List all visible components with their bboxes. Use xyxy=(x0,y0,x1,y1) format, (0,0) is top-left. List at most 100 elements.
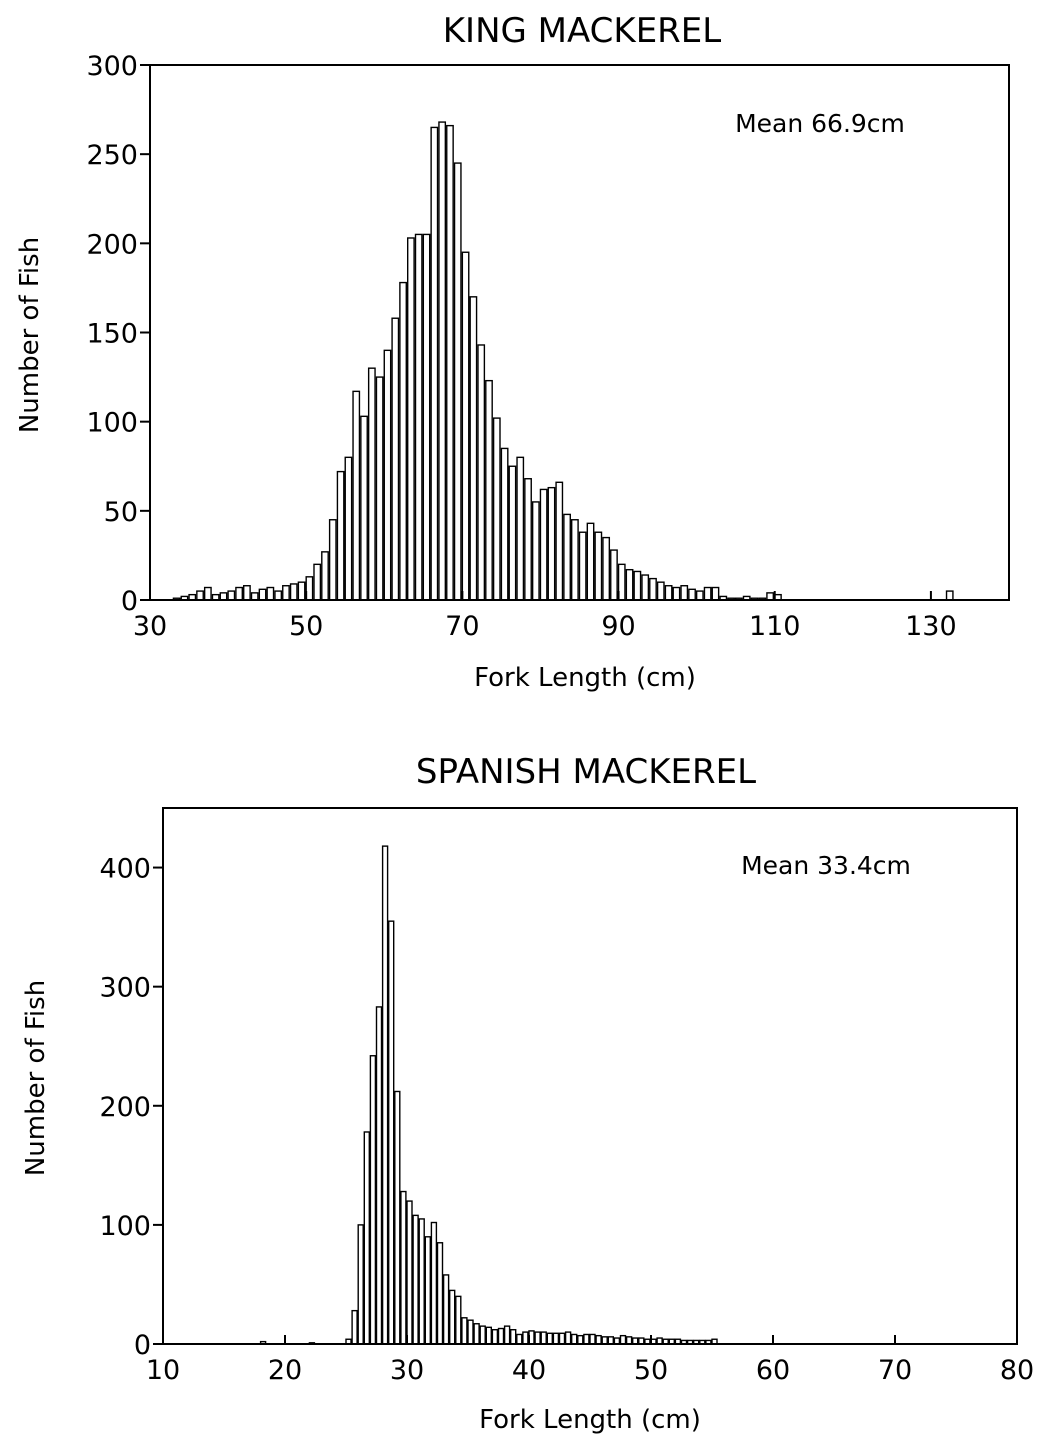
y-tick-label: 200 xyxy=(86,229,138,260)
histogram-bar xyxy=(688,588,696,601)
histogram-bar xyxy=(649,577,657,601)
histogram-bar xyxy=(467,1319,474,1345)
histogram-bar xyxy=(399,281,407,601)
spanish-mackerel-chart: SPANISH MACKEREL Mean 33.4cm Fork Length… xyxy=(21,752,1034,1435)
histogram-bar xyxy=(497,1327,505,1345)
x-tick-label: 90 xyxy=(601,611,635,642)
x-tick-label: 10 xyxy=(146,1355,180,1386)
histogram-bar xyxy=(235,586,243,601)
histogram-bar xyxy=(442,1274,450,1345)
histogram-bar xyxy=(422,233,431,601)
histogram-bar xyxy=(250,592,259,601)
x-tick-label: 20 xyxy=(268,1355,302,1386)
histogram-bar xyxy=(503,1325,511,1345)
y-tick-label: 250 xyxy=(86,140,138,171)
histogram-bar xyxy=(766,592,775,601)
y-tick-label: 200 xyxy=(99,1092,151,1123)
histogram-bar xyxy=(388,920,395,1345)
histogram-bar xyxy=(524,478,532,601)
chart-title: SPANISH MACKEREL xyxy=(416,752,756,792)
histogram-bar xyxy=(453,162,462,601)
histogram-bar xyxy=(522,1331,529,1345)
histogram-bar xyxy=(344,456,353,601)
histogram-bar xyxy=(430,126,439,601)
histogram-bar xyxy=(485,1326,492,1345)
histogram-bar xyxy=(407,237,415,601)
y-axis-label: Number of Fish xyxy=(21,980,51,1176)
y-axis-label: Number of Fish xyxy=(15,237,45,433)
histogram-bar xyxy=(461,251,470,601)
histogram-bar xyxy=(664,585,673,601)
histogram-bar xyxy=(438,121,447,601)
histogram-bar xyxy=(500,447,509,601)
histogram-bar xyxy=(546,1332,553,1345)
histogram-bar xyxy=(516,1333,523,1345)
histogram-bar xyxy=(321,551,329,601)
x-tick-label: 40 xyxy=(512,1355,546,1386)
histogram-bar xyxy=(583,1333,590,1345)
histogram-bar xyxy=(633,570,642,601)
histogram-bar xyxy=(328,519,337,601)
histogram-bar xyxy=(203,586,212,601)
histogram-bar xyxy=(485,379,493,601)
histogram-bar xyxy=(383,349,392,601)
histogram-bar xyxy=(412,1214,419,1345)
histogram-bar xyxy=(375,1006,383,1345)
x-tick-label: 110 xyxy=(749,611,801,642)
histogram-bar xyxy=(479,1325,486,1345)
histogram-bar xyxy=(558,1332,566,1345)
histogram-bar xyxy=(289,583,298,601)
histogram-bar xyxy=(563,513,571,601)
histogram-bar xyxy=(531,501,540,601)
histogram-bar xyxy=(258,588,267,601)
histogram-bar xyxy=(508,465,517,601)
plot-frame xyxy=(162,807,1018,1345)
histogram-bar xyxy=(360,415,368,601)
histogram-bar xyxy=(578,531,587,601)
x-tick-label: 50 xyxy=(289,611,323,642)
histogram-bar xyxy=(656,581,665,601)
histogram-bar xyxy=(711,586,720,601)
histogram-bar xyxy=(477,344,486,601)
histogram-bar xyxy=(589,1333,596,1345)
x-axis-label: Fork Length (cm) xyxy=(479,1405,701,1435)
histogram-bar xyxy=(516,456,525,601)
tick-group: 30 50 70 90 110 130 0 50 100 150 200 250 300 xyxy=(86,51,956,642)
histogram-bar xyxy=(547,486,556,601)
plot-frame xyxy=(149,64,1010,601)
histogram-bar xyxy=(394,1090,401,1345)
histogram-bar xyxy=(336,470,345,601)
histogram-bar xyxy=(455,1295,462,1345)
mean-annotation: Mean 33.4cm xyxy=(741,851,911,880)
histogram-bar xyxy=(461,1317,468,1345)
histogram-bar xyxy=(391,317,400,601)
histogram-bar xyxy=(695,590,704,601)
histogram-bar xyxy=(436,1242,444,1345)
histogram-bar xyxy=(313,563,322,601)
histogram-bar xyxy=(510,1329,517,1345)
histogram-bar xyxy=(449,1289,456,1345)
histogram-bar xyxy=(414,233,423,601)
histogram-bar xyxy=(297,581,306,601)
histogram-bar xyxy=(227,590,236,601)
y-tick-label: 50 xyxy=(104,497,138,528)
histogram-bar xyxy=(418,1218,425,1345)
histogram-bar xyxy=(564,1331,572,1345)
histogram-bar xyxy=(570,519,579,601)
histogram-bar xyxy=(352,390,361,601)
histogram-bar xyxy=(381,845,389,1345)
x-axis-label: Fork Length (cm) xyxy=(474,663,696,693)
histogram-bar xyxy=(672,586,681,601)
histogram-bar xyxy=(534,1331,541,1345)
histogram-bar xyxy=(595,1334,602,1345)
x-tick-label: 70 xyxy=(878,1355,912,1386)
histogram-bar xyxy=(375,376,384,601)
y-tick-label: 300 xyxy=(99,973,151,1004)
histogram-bar xyxy=(424,1236,431,1345)
histogram-bar xyxy=(680,585,689,601)
histogram-bar xyxy=(491,1329,499,1345)
x-tick-label: 130 xyxy=(905,611,957,642)
histogram-bar xyxy=(243,585,251,601)
histogram-bar xyxy=(571,1333,578,1345)
